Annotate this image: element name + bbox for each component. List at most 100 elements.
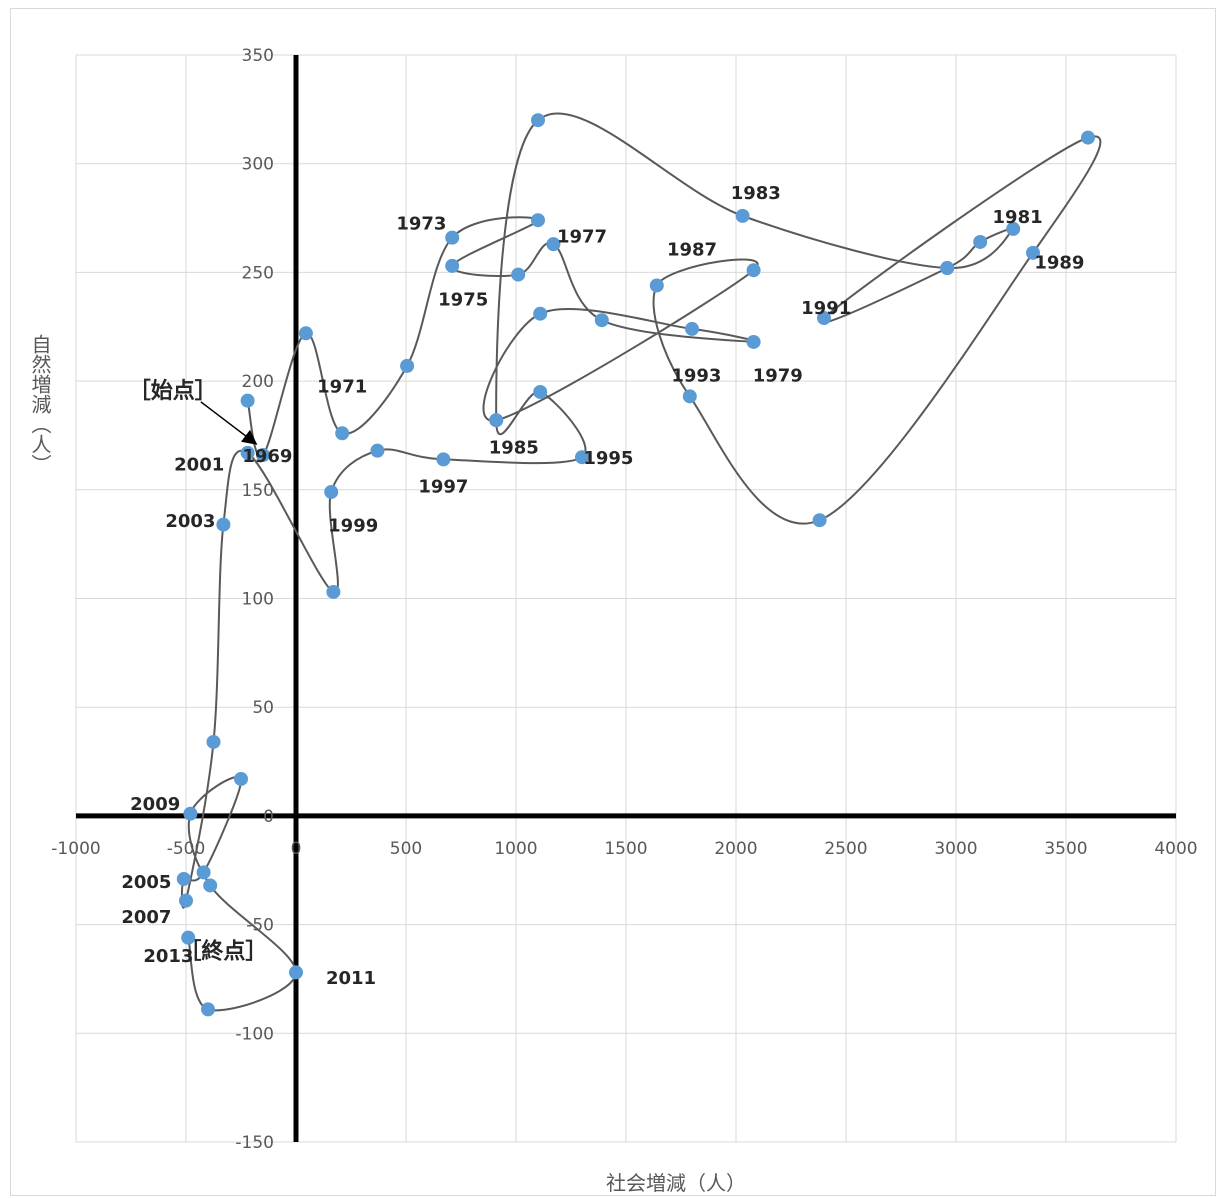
year-label: 2011 [326,968,376,989]
data-point [511,267,526,282]
y-tick-label: 100 [242,590,274,610]
gridlines [75,54,1177,1143]
data-point [1081,130,1095,145]
year-label: 2013 [143,946,193,967]
data-point [973,234,988,249]
year-label: 1977 [557,226,607,247]
year-label: 1969 [242,446,292,467]
data-point [735,208,750,223]
data-point [531,213,545,228]
data-point [489,413,504,428]
data-point [1006,221,1021,236]
year-label: 2003 [165,511,215,532]
year-label: 2009 [130,794,180,815]
start-arrow [200,401,258,445]
y-tick-label: 150 [242,481,274,501]
data-point [298,326,313,341]
data-point [812,513,827,528]
data-point [289,965,303,980]
x-tick-label: -1000 [51,839,100,859]
chart-frame [10,8,1216,1196]
x-tick-label: 0 [291,839,302,859]
data-point [256,448,270,463]
year-label: 2005 [121,872,171,893]
year-label: 1971 [317,376,367,397]
year-label: 1987 [667,239,717,260]
data-point [240,445,255,460]
data-point [531,113,545,128]
data-points [176,113,1095,1017]
data-point [436,452,451,467]
x-tick-label: 3500 [1044,839,1087,859]
year-label: 1989 [1034,253,1084,274]
year-label: 2007 [121,907,171,928]
data-point [682,389,697,404]
data-point [685,321,699,336]
data-point [400,358,415,373]
year-label: 1973 [396,213,446,234]
year-label: 1991 [801,298,851,319]
data-point [746,263,761,278]
start-annotation: ［始点］ [129,378,217,404]
data-point [335,426,350,441]
data-point [940,261,955,276]
data-point [179,893,193,908]
y-tick-label: 200 [242,372,274,392]
data-point [196,865,211,880]
data-point [370,443,385,458]
data-point [201,1002,215,1017]
svg-text:自然増減（人）: 自然増減（人） [28,334,52,474]
x-tick-label: 1000 [494,839,537,859]
x-axis-label: 社会増減（人） [606,1171,746,1195]
year-label: 1999 [328,516,378,537]
data-point [183,806,198,821]
year-label: 1995 [583,448,633,469]
x-tick-label: 2000 [714,839,757,859]
data-point [240,393,255,408]
year-label: 1997 [418,476,468,497]
y-tick-label: -100 [235,1024,274,1044]
x-tick-label: 500 [390,839,422,859]
x-tick-label: 2500 [824,839,867,859]
data-point [203,878,218,893]
y-tick-label: 250 [242,263,274,283]
year-label: 2001 [174,455,224,476]
year-label: 1979 [753,366,803,387]
y-axis-label: 自然増減（人） [28,334,52,474]
year-label: 1993 [671,366,721,387]
data-point [216,517,231,532]
axes [76,55,1176,1142]
data-point [445,230,460,245]
data-point [181,930,196,945]
y-tick-label: 300 [242,155,274,175]
y-tick-label: 0 [263,807,274,827]
x-tick-label: -500 [167,839,206,859]
data-point [176,871,191,886]
y-tick-label: -50 [246,916,274,936]
x-tick-label: 3000 [934,839,977,859]
data-point [206,734,221,749]
y-tick-label: 350 [242,46,274,66]
data-point [326,584,341,599]
data-point [817,311,831,326]
year-label: 1985 [489,437,539,458]
y-tick-label: 50 [252,698,274,718]
year-label: 1983 [731,183,781,204]
data-point [445,258,460,273]
data-point [234,771,248,786]
x-tick-label: 4000 [1154,839,1197,859]
data-point [1026,245,1040,260]
data-point [533,306,548,321]
year-label: 1975 [438,289,488,310]
tick-labels: -1000 -500 0 500 1000 1500 2000 2500 3000 3500 400… [51,46,1197,1153]
annotations: ［始点］ ［終点］ [129,378,268,965]
trajectory-line [180,112,1102,1012]
data-point [546,237,561,252]
data-point [324,484,339,499]
x-tick-label: 1500 [604,839,647,859]
year-labels: 1969 1971 1973 1975 1977 1979 1981 1983 1985 1987… [121,183,1084,989]
data-point [649,278,664,293]
data-point [594,313,609,328]
y-tick-label: -150 [235,1133,274,1153]
